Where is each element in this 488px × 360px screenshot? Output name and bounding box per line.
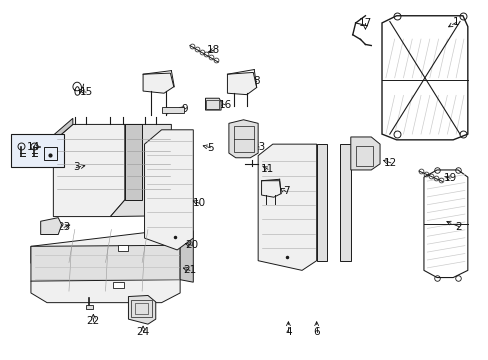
Polygon shape [41,218,61,234]
Bar [206,100,219,109]
Bar [11,134,64,167]
Text: 9: 9 [182,104,188,114]
Text: 4: 4 [285,327,291,337]
Text: 14: 14 [27,142,41,152]
Text: 7: 7 [282,186,289,197]
Bar [118,245,128,251]
Bar [131,300,152,317]
Text: 21: 21 [183,265,196,275]
Bar [161,107,183,113]
Bar [43,147,57,160]
Polygon shape [128,296,156,324]
Text: 2: 2 [455,222,462,231]
Polygon shape [228,120,258,158]
Text: 8: 8 [253,76,260,86]
Text: 1: 1 [452,17,459,27]
Polygon shape [110,125,171,217]
Text: 22: 22 [86,316,100,325]
Text: 17: 17 [358,18,371,28]
Polygon shape [339,144,350,261]
Text: 10: 10 [193,198,206,208]
Text: 24: 24 [136,327,149,337]
Bar [86,305,93,309]
Text: 13: 13 [252,142,265,152]
Polygon shape [316,144,327,261]
Polygon shape [258,144,316,270]
Bar [135,303,148,315]
Polygon shape [227,72,256,95]
Polygon shape [31,280,180,303]
Text: 20: 20 [185,240,198,250]
Text: 5: 5 [206,143,213,153]
Polygon shape [31,245,180,293]
Bar [113,282,123,288]
Text: 6: 6 [313,327,319,337]
Polygon shape [180,228,193,282]
Text: 16: 16 [218,100,231,110]
Polygon shape [261,181,281,197]
Text: 15: 15 [79,87,92,97]
Polygon shape [205,98,221,110]
Polygon shape [53,125,125,217]
Bar [355,146,372,166]
Polygon shape [53,118,73,141]
Text: 18: 18 [207,45,220,55]
Bar [233,126,254,152]
Polygon shape [31,228,180,263]
Text: 12: 12 [384,158,397,168]
Text: 11: 11 [261,164,274,174]
Polygon shape [143,73,173,93]
Polygon shape [350,137,379,170]
Text: 3: 3 [73,162,80,172]
Polygon shape [144,130,193,250]
Polygon shape [125,125,142,200]
Text: 19: 19 [443,173,456,183]
Text: 23: 23 [58,222,71,232]
